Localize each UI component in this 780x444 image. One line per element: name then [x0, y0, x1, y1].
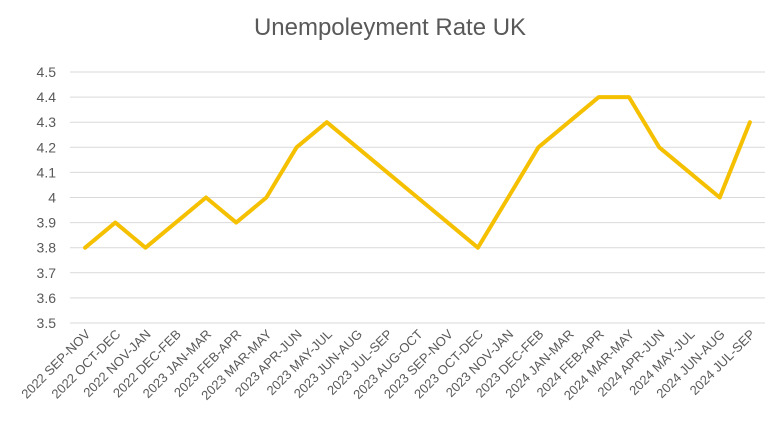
y-tick-label: 4.3 — [37, 114, 57, 130]
y-tick-label: 3.5 — [37, 315, 57, 331]
y-tick-label: 4 — [48, 190, 56, 206]
y-tick-label: 4.2 — [37, 139, 57, 155]
series-layer — [83, 95, 752, 250]
y-tick-label: 3.9 — [37, 215, 57, 231]
grid-lines — [70, 71, 765, 324]
chart-title: Unempoleyment Rate UK — [253, 14, 527, 41]
y-tick-label: 4.5 — [37, 64, 57, 80]
y-tick-label: 3.6 — [37, 290, 57, 306]
y-tick-label: 3.7 — [37, 265, 57, 281]
y-tick-label: 4.4 — [37, 89, 57, 105]
series-line — [83, 95, 752, 250]
y-axis-ticks: 3.5 3.6 3.7 3.8 3.9 4 4.1 4.2 4.3 4.4 4.5 — [37, 64, 57, 331]
y-tick-label: 3.8 — [37, 240, 57, 256]
y-tick-label: 4.1 — [37, 164, 57, 180]
